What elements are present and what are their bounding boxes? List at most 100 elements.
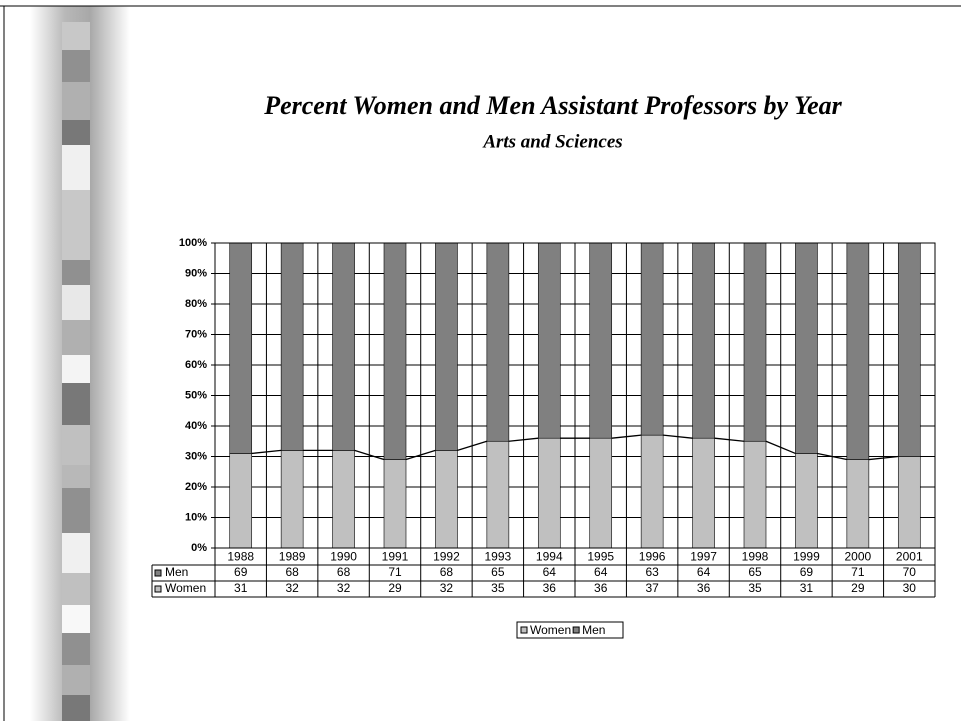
bar (795, 453, 818, 549)
bar (743, 440, 767, 549)
table-value: 64 (697, 565, 711, 579)
series-line (868, 455, 899, 461)
table-value: 32 (440, 581, 454, 595)
table-value: 32 (337, 581, 351, 595)
bar (332, 242, 355, 451)
y-tick-label: 40% (185, 420, 207, 432)
table-value: 30 (903, 581, 917, 595)
y-tick-label: 50% (185, 389, 207, 401)
bar (692, 242, 715, 439)
bar (435, 450, 458, 549)
table-key (154, 585, 162, 593)
x-tick-label: 1994 (536, 550, 563, 564)
legend-label: Men (582, 623, 605, 637)
x-tick-label: 1996 (639, 550, 666, 564)
bar (589, 437, 613, 549)
x-tick-label: 1988 (227, 550, 254, 564)
table-value: 71 (388, 565, 402, 579)
series-line (765, 440, 796, 455)
x-tick-label: 2000 (845, 550, 872, 564)
bar (229, 242, 253, 454)
bar (897, 242, 921, 457)
table-value: 36 (594, 581, 608, 595)
table-value: 32 (285, 581, 299, 595)
bar (640, 434, 664, 549)
chart-title: Percent Women and Men Assistant Professo… (263, 91, 842, 120)
x-tick-label: 1997 (690, 550, 717, 564)
table-series-name: Women (165, 581, 206, 595)
y-tick-label: 90% (185, 267, 207, 279)
y-tick-label: 70% (185, 328, 207, 340)
table-value: 29 (851, 581, 865, 595)
table-value: 64 (594, 565, 608, 579)
series-line (405, 449, 436, 461)
series-line (817, 452, 847, 461)
series-line (457, 440, 488, 452)
bar (743, 242, 767, 442)
table-value: 36 (697, 581, 711, 595)
bar (383, 242, 407, 460)
table-key (154, 569, 162, 577)
table-value: 65 (748, 565, 762, 579)
table-value: 31 (234, 581, 248, 595)
y-tick-label: 60% (185, 359, 207, 371)
y-tick-label: 100% (179, 237, 207, 249)
y-tick-label: 0% (191, 542, 207, 554)
table-value: 29 (388, 581, 402, 595)
bar (229, 453, 253, 549)
bar (846, 459, 870, 549)
bar (537, 437, 561, 549)
table-value: 68 (337, 565, 351, 579)
legend-box (516, 621, 624, 639)
bar (692, 437, 715, 549)
x-tick-label: 2001 (896, 550, 923, 564)
bar (486, 440, 510, 549)
bar (280, 450, 304, 549)
series-line (508, 437, 539, 442)
legend-label: Women (530, 623, 571, 637)
legend-key (572, 626, 580, 634)
x-tick-label: 1991 (382, 550, 409, 564)
y-tick-label: 80% (185, 298, 207, 310)
bar (537, 242, 561, 439)
x-tick-label: 1998 (742, 550, 769, 564)
series-line (354, 449, 385, 461)
table-value: 31 (800, 581, 814, 595)
table-value: 64 (543, 565, 557, 579)
legend-key (520, 626, 528, 634)
x-tick-label: 1989 (279, 550, 306, 564)
table-value: 35 (491, 581, 505, 595)
series-line (714, 437, 745, 442)
x-tick-label: 1999 (793, 550, 820, 564)
decor-strip (30, 6, 130, 721)
bar (897, 456, 921, 549)
x-tick-label: 1993 (485, 550, 512, 564)
x-tick-label: 1995 (587, 550, 614, 564)
bar (486, 242, 510, 442)
table-value: 69 (234, 565, 248, 579)
series-line (611, 434, 642, 439)
bar (589, 242, 613, 439)
x-tick-label: 1992 (433, 550, 460, 564)
table-value: 70 (903, 565, 917, 579)
bar (640, 242, 664, 436)
table-series-name: Men (165, 565, 188, 579)
chart-subtitle: Arts and Sciences (482, 131, 622, 152)
bar (795, 242, 818, 454)
bar (435, 242, 458, 451)
table-value: 37 (645, 581, 659, 595)
series-line (663, 434, 693, 439)
bar (383, 459, 407, 549)
bar (280, 242, 304, 451)
table-value: 68 (285, 565, 299, 579)
table-value: 63 (645, 565, 659, 579)
table-value: 69 (800, 565, 814, 579)
table-value: 68 (440, 565, 454, 579)
bar (332, 450, 355, 549)
table-value: 35 (748, 581, 762, 595)
y-tick-label: 20% (185, 481, 207, 493)
y-tick-label: 30% (185, 450, 207, 462)
bar (846, 242, 870, 460)
